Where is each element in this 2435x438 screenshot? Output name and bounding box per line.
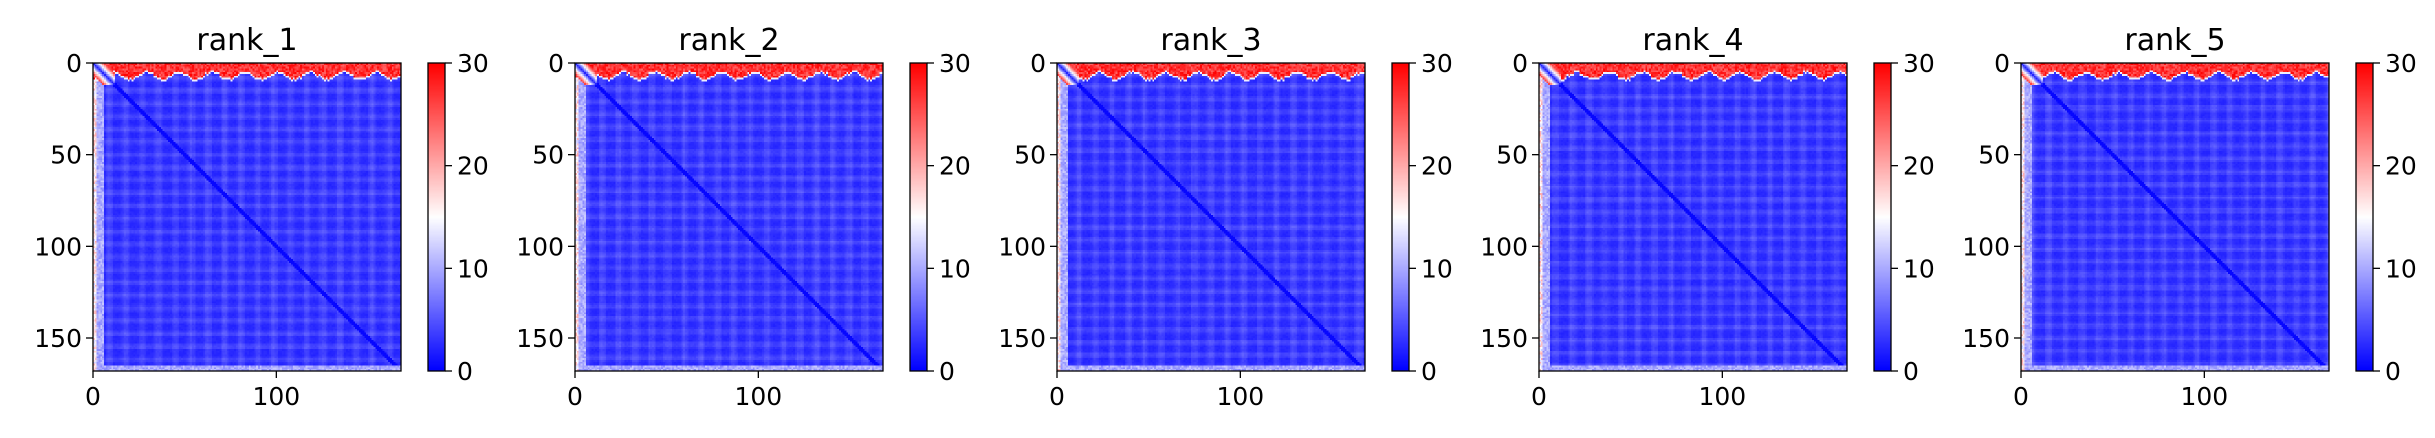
y-tick-label: 0 [66, 49, 82, 78]
plot-frame [1056, 62, 1366, 372]
heatmap-cells [1057, 63, 1365, 371]
y-tick-label: 100 [34, 232, 82, 261]
y-tick-label: 0 [1030, 49, 1046, 78]
colorbar-gradient [1392, 63, 1409, 371]
colorbar-tick-label: 10 [2385, 254, 2417, 283]
x-tick-label: 0 [1531, 382, 1547, 411]
heatmap-cells [2021, 63, 2329, 371]
colorbar-tick-label: 10 [939, 254, 971, 283]
x-tick-label: 0 [567, 382, 583, 411]
x-tick-label: 0 [1049, 382, 1065, 411]
colorbar-gradient [2356, 63, 2373, 371]
x-tick-label: 0 [2013, 382, 2029, 411]
y-tick-label: 0 [1512, 49, 1528, 78]
y-tick-label: 100 [516, 232, 564, 261]
y-tick-label: 100 [1962, 232, 2010, 261]
colorbar-frame [1391, 62, 1410, 372]
y-tick-label: 150 [1962, 324, 2010, 353]
plot-frame [1538, 62, 1848, 372]
x-tick-label: 100 [2180, 382, 2228, 411]
y-tick-label: 0 [1994, 49, 2010, 78]
x-tick-label: 100 [1698, 382, 1746, 411]
colorbar-frame [1873, 62, 1892, 372]
y-tick-label: 50 [1014, 141, 1046, 170]
panel-title: rank_5 [2124, 23, 2225, 58]
heatmap-cells [575, 63, 883, 371]
x-tick-label: 100 [1216, 382, 1264, 411]
colorbar-tick-label: 20 [2385, 152, 2417, 181]
y-tick-label: 50 [1978, 141, 2010, 170]
colorbar-tick-label: 10 [1903, 254, 1935, 283]
panel-title: rank_1 [196, 23, 297, 58]
colorbar-tick-label: 20 [939, 152, 971, 181]
colorbar-frame [909, 62, 928, 372]
y-tick-label: 0 [548, 49, 564, 78]
y-tick-label: 150 [998, 324, 1046, 353]
x-tick-label: 0 [85, 382, 101, 411]
y-tick-label: 50 [1496, 141, 1528, 170]
y-tick-label: 150 [516, 324, 564, 353]
colorbar-tick-label: 10 [457, 254, 489, 283]
y-tick-label: 100 [1480, 232, 1528, 261]
y-tick-label: 50 [50, 141, 82, 170]
colorbar-gradient [1874, 63, 1891, 371]
colorbar-tick-label: 10 [1421, 254, 1453, 283]
colorbar-tick-label: 0 [1421, 357, 1437, 386]
colorbar-tick-label: 30 [939, 49, 971, 78]
plot-frame [92, 62, 402, 372]
plot-frame [574, 62, 884, 372]
colorbar-frame [427, 62, 446, 372]
colorbar-tick-label: 0 [1903, 357, 1919, 386]
heatmap-cells [1539, 63, 1847, 371]
panel-title: rank_3 [1160, 23, 1261, 58]
x-tick-label: 100 [734, 382, 782, 411]
colorbar-tick-label: 0 [2385, 357, 2401, 386]
colorbar-tick-label: 20 [1421, 152, 1453, 181]
colorbar-gradient [428, 63, 445, 371]
plot-frame [2020, 62, 2330, 372]
colorbar-frame [2355, 62, 2374, 372]
heatmap-cells [93, 63, 401, 371]
panel-title: rank_4 [1642, 23, 1743, 58]
colorbar-tick-label: 20 [457, 152, 489, 181]
y-tick-label: 100 [998, 232, 1046, 261]
y-tick-label: 150 [34, 324, 82, 353]
colorbar-tick-label: 30 [1421, 49, 1453, 78]
colorbar-tick-label: 0 [457, 357, 473, 386]
panel-title: rank_2 [678, 23, 779, 58]
colorbar-tick-label: 30 [1903, 49, 1935, 78]
colorbar-gradient [910, 63, 927, 371]
colorbar-tick-label: 0 [939, 357, 955, 386]
x-tick-label: 100 [252, 382, 300, 411]
colorbar-tick-label: 30 [457, 49, 489, 78]
y-tick-label: 50 [532, 141, 564, 170]
colorbar-tick-label: 20 [1903, 152, 1935, 181]
colorbar-tick-label: 30 [2385, 49, 2417, 78]
y-tick-label: 150 [1480, 324, 1528, 353]
